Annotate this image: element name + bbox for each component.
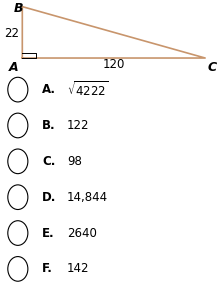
Text: $\sqrt{4222}$: $\sqrt{4222}$ bbox=[67, 80, 109, 99]
Text: E.: E. bbox=[42, 227, 55, 239]
Text: B.: B. bbox=[42, 119, 56, 132]
Text: C.: C. bbox=[42, 155, 56, 168]
Text: C: C bbox=[207, 61, 217, 74]
Text: D.: D. bbox=[42, 191, 57, 204]
Text: 14,844: 14,844 bbox=[67, 191, 108, 204]
Text: F.: F. bbox=[42, 262, 53, 275]
Text: 2640: 2640 bbox=[67, 227, 97, 239]
Text: 142: 142 bbox=[67, 262, 89, 275]
Text: 98: 98 bbox=[67, 155, 82, 168]
Text: B: B bbox=[13, 2, 23, 15]
Text: A.: A. bbox=[42, 83, 56, 96]
Text: 120: 120 bbox=[103, 58, 125, 71]
Text: 122: 122 bbox=[67, 119, 89, 132]
Text: A: A bbox=[9, 61, 19, 74]
Text: 22: 22 bbox=[4, 27, 19, 40]
